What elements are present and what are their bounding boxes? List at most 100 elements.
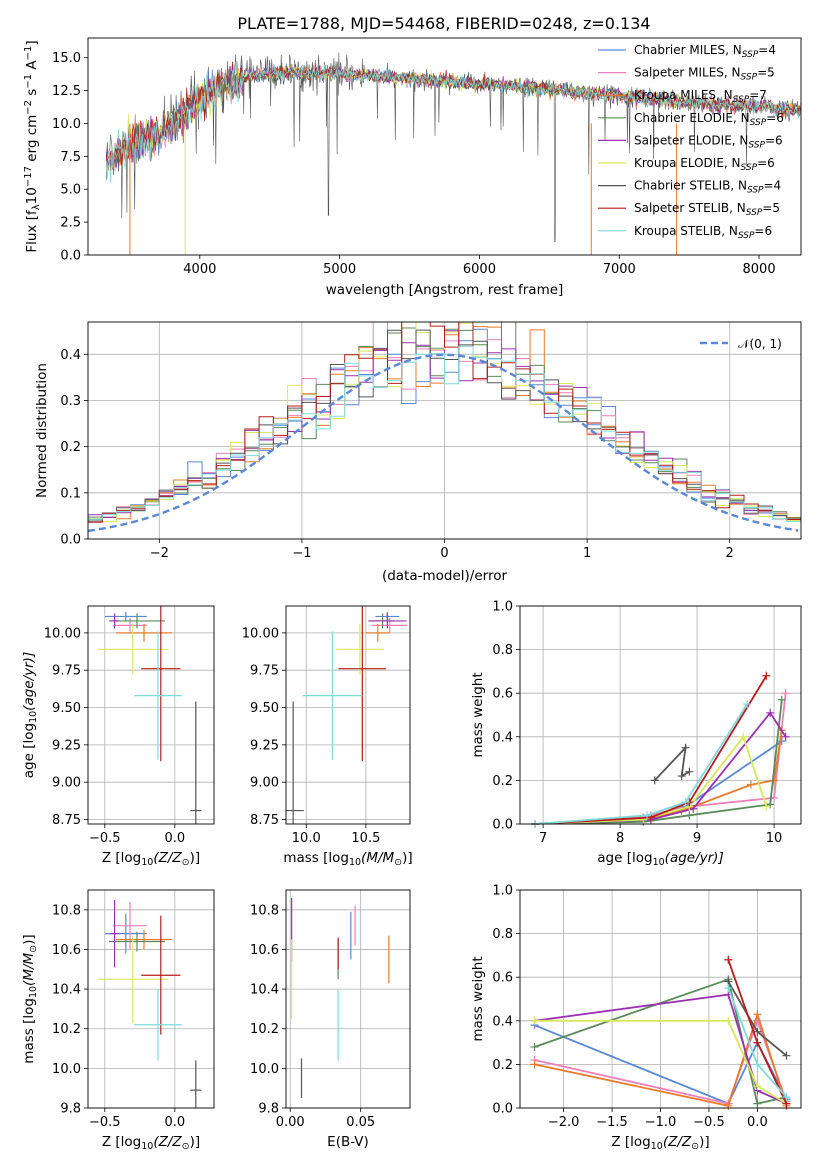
weight-point-marker — [781, 689, 790, 698]
weight-point-marker — [724, 984, 733, 993]
y-tick-label: 0.6 — [492, 687, 513, 702]
y-tick-label: 9.75 — [52, 664, 81, 679]
mass-vs-metallicity-panel: −0.5 0.0 9.8 10.0 10.2 10.4 10.6 10.8 Z [log10(Z… — [21, 889, 215, 1152]
weight-point-marker — [753, 1082, 762, 1091]
x-axis-label: Z [log10(Z/Z⊙)] — [102, 1134, 200, 1152]
y-tick-label: 1.0 — [492, 884, 513, 899]
weight-point-marker — [766, 800, 775, 809]
model-spectrum-line — [105, 64, 801, 183]
weight-point-marker — [753, 1027, 762, 1036]
y-axis-label: age [log10(age/yr)] — [21, 652, 39, 778]
x-tick-label: −1.5 — [596, 1115, 628, 1130]
weight-series-line — [534, 1024, 788, 1105]
weight-point-marker — [762, 671, 771, 680]
weight-series-line — [654, 745, 690, 782]
y-tick-label: 0.0 — [492, 818, 513, 833]
weight-point-marker — [530, 1060, 539, 1069]
weight-point-marker — [685, 767, 694, 776]
y-tick-label: 10.0 — [52, 117, 81, 132]
grid-lines — [88, 606, 214, 824]
mass-vs-extinction-panel: 0.00 0.05 9.8 10.0 10.2 10.4 10.6 10.8 E(B-V) — [250, 889, 411, 1150]
y-tick-label: 10.2 — [52, 1022, 81, 1037]
weight-point-marker — [530, 1042, 539, 1051]
weight-point-marker — [724, 1101, 733, 1110]
legend-entry: Kroupa MILES, NSSP=7 — [634, 88, 767, 105]
y-tick-label: 9.8 — [258, 1102, 279, 1117]
y-axis-label: mass weight — [470, 956, 486, 1041]
axes-frame — [87, 889, 215, 1109]
y-tick-label: 8.75 — [52, 813, 81, 828]
y-tick-label: 5.0 — [60, 183, 81, 198]
weight-point-marker — [746, 780, 755, 789]
weight-point-marker — [743, 700, 752, 709]
weight-point-marker — [681, 798, 690, 807]
age-vs-mass-panel: 10.0 10.5 8.75 9.00 9.25 9.50 9.75 10.00 mass [l… — [242, 605, 413, 868]
figure-title: PLATE=1788, MJD=54468, FIBERID=0248, z=0… — [237, 14, 650, 33]
y-tick-label: 10.00 — [44, 626, 81, 641]
y-tick-label: 0.4 — [492, 730, 513, 745]
x-tick-label: 7000 — [603, 262, 636, 277]
weight-point-marker — [753, 1010, 762, 1019]
y-tick-label: 9.50 — [250, 701, 279, 716]
x-tick-label: −1 — [292, 546, 311, 561]
x-tick-label: −0.5 — [693, 1115, 725, 1130]
y-tick-label: 10.8 — [52, 903, 81, 918]
weight-point-marker — [781, 732, 790, 741]
weight-point-marker — [753, 1060, 762, 1069]
x-tick-label: 5000 — [323, 262, 356, 277]
weight-point-marker — [643, 811, 652, 820]
y-tick-label: 1.0 — [492, 600, 513, 615]
y-tick-label: 0.2 — [492, 774, 513, 789]
x-axis-label: Z [log10(Z/Z⊙)] — [102, 850, 200, 868]
axes-frame — [285, 605, 411, 825]
y-tick-label: 0.4 — [60, 348, 81, 363]
x-tick-label: 0.0 — [164, 1115, 185, 1130]
x-axis-label: age [log10(age/yr)] — [597, 850, 723, 868]
y-axis-label: Normed distribution — [34, 363, 50, 498]
weight-vs-metallicity-panel: −2.0 −1.5 −1.0 −0.5 0.0 0.0 0.2 0.4 0.6 0.8 1.0 Z [… — [470, 884, 802, 1152]
y-tick-label: 10.0 — [52, 1062, 81, 1077]
y-tick-label: 10.00 — [242, 626, 279, 641]
x-tick-label: 10.5 — [351, 831, 380, 846]
weight-point-marker — [777, 695, 786, 704]
y-tick-label: 2.5 — [60, 216, 81, 231]
residuals-panel: −2 −1 0 1 2 0.0 0.1 0.2 0.3 0.4 (data-model)/error… — [34, 321, 802, 584]
y-tick-label: 9.75 — [250, 664, 279, 679]
axes-frame — [519, 889, 802, 1109]
y-tick-label: 8.75 — [250, 813, 279, 828]
y-tick-label: 10.4 — [250, 983, 279, 998]
grid-lines — [286, 890, 410, 1109]
y-tick-label: 10.2 — [250, 1022, 279, 1037]
y-tick-label: 7.5 — [60, 150, 81, 165]
age-vs-metallicity-panel: −0.5 0.0 8.75 9.00 9.25 9.50 9.75 10.00 Z [log10… — [21, 605, 215, 868]
x-tick-label: 0.0 — [164, 831, 185, 846]
legend-entry: Salpeter ELODIE, NSSP=6 — [634, 133, 783, 150]
y-tick-label: 0.2 — [492, 1058, 513, 1073]
weight-series-line — [535, 675, 768, 824]
weight-point-marker — [766, 708, 775, 717]
weight-point-marker — [739, 732, 748, 741]
weight-point-marker — [530, 1016, 539, 1025]
y-tick-label: 15.0 — [52, 51, 81, 66]
weight-series-line — [534, 993, 787, 1105]
axes-frame — [87, 605, 215, 825]
weight-point-marker — [762, 802, 771, 811]
weight-point-marker — [724, 955, 733, 964]
y-tick-label: 9.00 — [52, 776, 81, 791]
legend-entry: Chabrier MILES, NSSP=4 — [634, 43, 776, 60]
y-tick-label: 10.0 — [250, 1062, 279, 1077]
x-tick-label: −0.5 — [89, 1115, 121, 1130]
x-axis-label: Z [log10(Z/Z⊙)] — [611, 1134, 709, 1152]
weight-point-marker — [650, 776, 659, 785]
x-tick-label: 8 — [616, 831, 624, 846]
weight-series-line — [535, 699, 783, 824]
weight-point-marker — [677, 772, 686, 781]
weight-vs-age-panel: 7 8 9 10 0.0 0.2 0.4 0.6 0.8 1.0 age [log10(age/yr… — [470, 600, 802, 868]
weight-point-marker — [777, 737, 786, 746]
x-tick-label: −2.0 — [548, 1115, 580, 1130]
axes-frame — [519, 605, 802, 825]
weight-point-marker — [724, 1016, 733, 1025]
x-tick-label: 2 — [726, 546, 734, 561]
spectrum-panel: 4000 5000 6000 7000 8000 0.0 2.5 5.0 7.5 10.0 12.5… — [23, 37, 802, 298]
y-axis-label: mass weight — [470, 672, 486, 757]
